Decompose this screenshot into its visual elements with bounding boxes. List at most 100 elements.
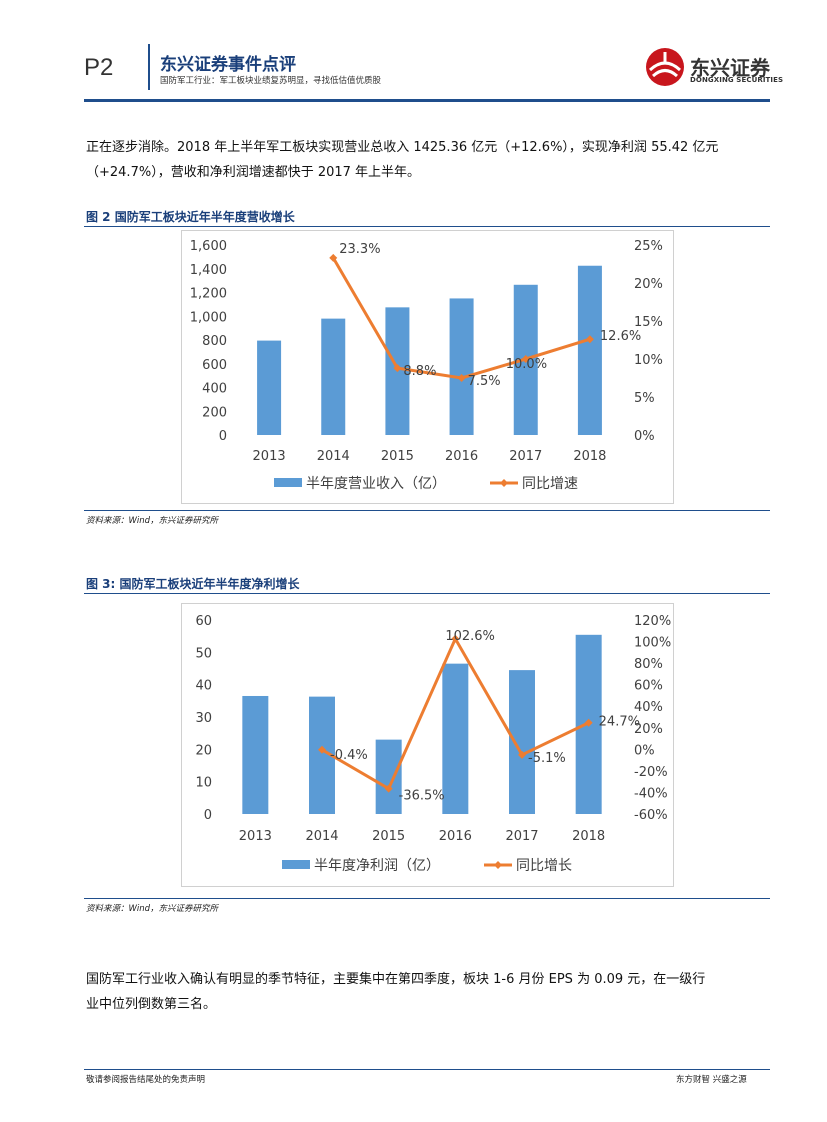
- logo-english: DONGXING SECURITIES: [690, 76, 784, 84]
- y-left-tick-label: 1,400: [190, 263, 227, 278]
- x-tick-label: 2013: [239, 829, 272, 844]
- x-tick-label: 2016: [439, 829, 472, 844]
- y-left-tick-label: 0: [204, 808, 212, 823]
- y-left-tick-label: 1,600: [190, 239, 227, 254]
- net-profit-chart: 0 10 20 30 40 50 60 -60% -40% -20% 0% 20% 40% 60% 80% 1…: [195, 614, 671, 874]
- figure-3-bottom-rule: [84, 898, 770, 899]
- data-label: -5.1%: [528, 751, 566, 766]
- data-label: 23.3%: [339, 242, 380, 257]
- x-tick-label: 2016: [445, 449, 478, 464]
- page-number: P2: [84, 54, 114, 81]
- header-divider: [148, 44, 150, 90]
- paragraph-2-line-1: 国防军工行业收入确认有明显的季节特征，主要集中在第四季度，板块 1-6 月份 E…: [86, 972, 706, 987]
- legend-line-marker: [500, 479, 508, 487]
- legend-bar-label: 半年度净利润（亿）: [314, 858, 440, 874]
- y-left-tick-label: 0: [219, 429, 227, 444]
- data-label: 12.6%: [600, 329, 641, 344]
- data-label: -0.4%: [330, 748, 368, 763]
- x-tick-label: 2018: [573, 449, 606, 464]
- y-right-tick-label: -20%: [634, 765, 668, 780]
- y-right-tick-label: 60%: [634, 679, 663, 694]
- figure-3-top-rule: [84, 593, 770, 594]
- revenue-chart: 0 200 400 600 800 1,000 1,200 1,400 1,600 0% 5% 10%…: [190, 239, 663, 492]
- x-tick-label: 2015: [372, 829, 405, 844]
- x-tick-label: 2014: [305, 829, 338, 844]
- y-right-tick-label: 10%: [634, 353, 663, 368]
- growth-marker: [521, 355, 530, 363]
- x-tick-label: 2018: [572, 829, 605, 844]
- x-tick-label: 2017: [509, 449, 542, 464]
- y-left-tick-label: 60: [195, 614, 212, 629]
- legend-bar-swatch: [282, 860, 310, 869]
- bar: [321, 318, 346, 435]
- growth-marker: [384, 784, 393, 793]
- paragraph-1-line-1: 正在逐步消除。2018 年上半年军工板块实现营业总收入 1425.36 亿元（+…: [86, 140, 719, 155]
- y-right-tick-label: 5%: [634, 391, 655, 406]
- growth-marker: [584, 718, 593, 727]
- y-right-tick-label: 20%: [634, 722, 663, 737]
- legend-line-label: 同比增长: [516, 858, 572, 874]
- y-left-tick-label: 400: [202, 382, 227, 397]
- x-tick-label: 2013: [253, 449, 286, 464]
- growth-marker: [585, 335, 594, 344]
- bar: [257, 340, 282, 435]
- logo-text: 东兴证券: [690, 56, 770, 80]
- figure-3-source: 资料来源：Wind，东兴证券研究所: [86, 904, 219, 914]
- legend-bar-swatch: [274, 478, 302, 487]
- x-tick-label: 2014: [317, 449, 350, 464]
- bar: [449, 298, 474, 435]
- y-left-tick-label: 800: [202, 334, 227, 349]
- growth-marker: [393, 364, 402, 373]
- data-label: -36.5%: [399, 789, 445, 804]
- paragraph-2-line-2: 业中位列倒数第三名。: [86, 997, 217, 1012]
- y-left-tick-label: 200: [202, 405, 227, 420]
- bar: [509, 670, 535, 814]
- y-left-tick-label: 1,000: [190, 310, 227, 325]
- y-left-tick-label: 600: [202, 358, 227, 373]
- growth-marker: [451, 634, 460, 643]
- growth-marker: [318, 745, 326, 754]
- figure-3-title: 图 3: 国防军工板块近年半年度净利增长: [86, 577, 300, 591]
- y-right-tick-label: 80%: [634, 657, 663, 672]
- y-right-tick-label: 40%: [634, 700, 663, 715]
- paragraph-1: 正在逐步消除。2018 年上半年军工板块实现营业总收入 1425.36 亿元（+…: [86, 135, 772, 185]
- y-left-tick-label: 20: [195, 743, 212, 758]
- footer-disclaimer: 敬请参阅报告结尾处的免责声明: [86, 1075, 206, 1085]
- y-right-tick-label: 20%: [634, 277, 663, 292]
- y-right-tick-label: 0%: [634, 429, 655, 444]
- growth-marker: [457, 374, 466, 382]
- data-label: 102.6%: [445, 629, 495, 644]
- y-left-tick-label: 1,200: [190, 287, 227, 302]
- y-right-tick-label: -40%: [634, 786, 668, 801]
- bar: [375, 739, 402, 814]
- data-label: 24.7%: [599, 715, 640, 730]
- figure-3-chart-frame: 0 10 20 30 40 50 60 -60% -40% -20% 0% 20% 40% 60% 80% 1…: [181, 603, 674, 887]
- y-right-tick-label: 15%: [634, 315, 663, 330]
- x-tick-label: 2015: [381, 449, 414, 464]
- paragraph-2: 国防军工行业收入确认有明显的季节特征，主要集中在第四季度，板块 1-6 月份 E…: [86, 967, 772, 1017]
- figure-2-top-rule: [84, 226, 770, 227]
- x-tick-label: 2017: [505, 829, 538, 844]
- figure-2-chart-frame: 0 200 400 600 800 1,000 1,200 1,400 1,600 0% 5% 10%…: [181, 230, 674, 504]
- data-label: 8.8%: [403, 364, 436, 379]
- y-left-tick-label: 30: [195, 711, 212, 726]
- header-rule: [84, 99, 770, 102]
- y-left-tick-label: 10: [195, 776, 212, 791]
- bar: [442, 663, 469, 814]
- y-right-tick-label: 0%: [634, 743, 655, 758]
- bar: [242, 695, 269, 814]
- data-label: 10.0%: [506, 357, 547, 372]
- dongxing-logo-icon: [646, 48, 684, 86]
- figure-2-title: 图 2 国防军工板块近年半年度营收增长: [86, 210, 295, 224]
- report-type-title: 东兴证券事件点评: [160, 55, 296, 75]
- data-label: 7.5%: [468, 374, 501, 389]
- paragraph-1-line-2: （+24.7%），营收和净利润增速都快于 2017 年上半年。: [86, 165, 421, 180]
- figure-2-source: 资料来源：Wind，东兴证券研究所: [86, 516, 219, 526]
- y-right-tick-label: 120%: [634, 614, 671, 629]
- y-left-tick-label: 50: [195, 646, 212, 661]
- legend-line-label: 同比增速: [522, 476, 578, 492]
- y-right-tick-label: -60%: [634, 808, 668, 823]
- bar: [577, 265, 602, 435]
- y-right-tick-label: 25%: [634, 239, 663, 254]
- growth-marker: [518, 750, 526, 759]
